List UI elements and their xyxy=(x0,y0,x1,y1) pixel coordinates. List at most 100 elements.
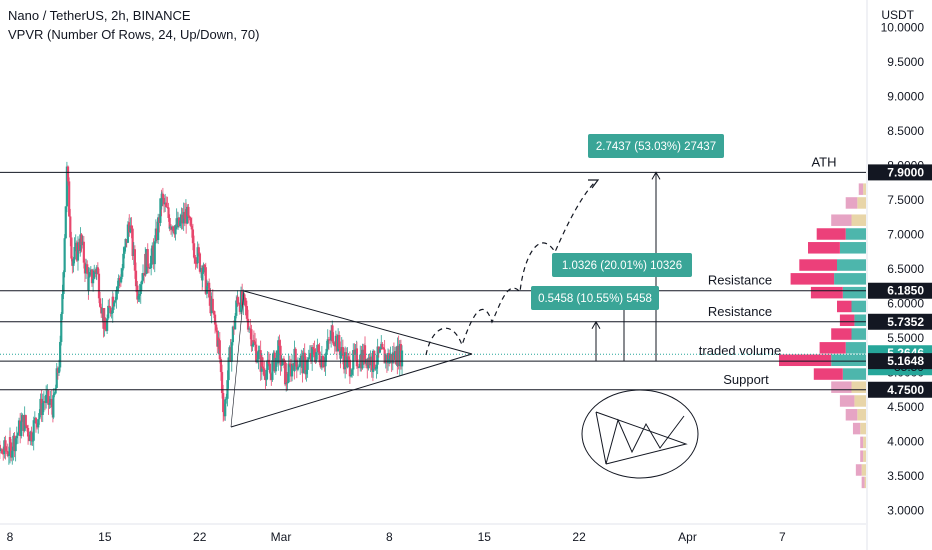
candle-body xyxy=(373,350,376,369)
triangle-lower xyxy=(230,353,473,428)
candle-body xyxy=(45,394,48,403)
candle-body xyxy=(80,234,83,246)
candle-body xyxy=(244,305,247,307)
vp-row-up xyxy=(842,368,866,380)
candle-body xyxy=(75,242,78,261)
candle-body xyxy=(266,359,269,370)
candle-body xyxy=(63,238,66,273)
measure-label: 0.5458 (10.55%) 5458 xyxy=(538,293,652,305)
candle-body xyxy=(393,351,397,360)
price-tag-label: 5.7352 xyxy=(887,315,924,329)
symbol-title[interactable]: Nano / TetherUS, 2h, BINANCE xyxy=(8,8,191,23)
measure-arrowhead xyxy=(591,320,601,330)
indicator-label[interactable]: VPVR (Number Of Rows, 24, Up/Down, 70) xyxy=(8,27,260,42)
candle-body xyxy=(52,395,55,418)
candle-body xyxy=(296,367,300,370)
candle-body xyxy=(260,357,264,367)
candle-body xyxy=(395,351,398,365)
candle-body xyxy=(362,349,365,362)
candle-body xyxy=(131,228,134,256)
candle-body xyxy=(375,364,378,369)
candle-body xyxy=(202,264,205,273)
price-tag xyxy=(868,381,932,398)
vp-row-down xyxy=(831,328,852,340)
candle-body xyxy=(271,360,274,380)
projection-path xyxy=(425,180,597,356)
candle-body xyxy=(297,366,301,368)
candle-body xyxy=(385,355,389,364)
price-axis[interactable]: USDT10.00009.50009.00008.50008.00007.500… xyxy=(866,0,932,550)
candle-body xyxy=(292,363,295,366)
candle-body xyxy=(213,314,217,325)
candle-body xyxy=(337,335,340,352)
measure-box xyxy=(531,286,659,310)
price-tag xyxy=(868,313,932,330)
candle-body xyxy=(327,339,330,341)
candle-body xyxy=(185,209,188,224)
vp-row-down xyxy=(861,476,865,489)
candle-body xyxy=(248,328,251,330)
candle-body xyxy=(113,302,116,307)
candle-body xyxy=(381,343,384,348)
candle-body xyxy=(267,359,270,364)
candle-body xyxy=(290,363,294,377)
candle-body xyxy=(125,239,128,243)
candle-body xyxy=(39,398,42,414)
candle-body xyxy=(379,348,383,350)
candle-body xyxy=(148,268,152,269)
candle-body xyxy=(81,241,84,246)
candle-body xyxy=(252,340,255,346)
candle-body xyxy=(126,224,129,243)
candle-body xyxy=(293,348,296,372)
candle-body xyxy=(319,362,322,368)
candle-body xyxy=(88,272,91,277)
candle-body xyxy=(47,390,50,405)
candle-body xyxy=(386,353,390,364)
candle-body xyxy=(281,358,284,366)
candle-body xyxy=(2,453,5,455)
y-tick-label: 9.0000 xyxy=(887,90,924,104)
candle-body xyxy=(279,345,282,366)
candle-body xyxy=(317,344,320,352)
candle-body xyxy=(283,360,287,385)
candle-body xyxy=(241,291,244,305)
candle-body xyxy=(390,354,393,364)
candle-body xyxy=(370,356,373,371)
pattern-icon xyxy=(595,411,688,465)
candle-body xyxy=(262,366,265,369)
projection-arrowhead xyxy=(588,179,600,189)
candle-body xyxy=(345,352,348,368)
candle-body xyxy=(265,369,268,381)
vp-row-up xyxy=(837,259,866,271)
time-axis[interactable]: 8 15 22 Mar 8 15 22 Apr 7 xyxy=(0,523,866,544)
candle-body xyxy=(389,354,392,359)
candle-body xyxy=(155,228,159,241)
candle-body xyxy=(237,303,240,305)
candle-body xyxy=(396,345,399,367)
candle-body xyxy=(380,343,383,349)
candle-body xyxy=(50,398,53,408)
price-tag xyxy=(868,353,932,370)
candle-body xyxy=(34,417,38,424)
pattern-ellipse xyxy=(581,389,699,479)
y-tick-label: 3.5000 xyxy=(887,469,924,483)
y-tick-label: 9.5000 xyxy=(887,55,924,69)
candle-body xyxy=(378,348,382,353)
candle-body xyxy=(164,202,167,205)
y-tick-label: 5.5000 xyxy=(887,331,924,345)
candle-body xyxy=(315,352,318,362)
candle-body xyxy=(120,276,123,283)
candle-body xyxy=(157,217,160,241)
candle-body xyxy=(215,324,218,331)
candle-body xyxy=(269,372,272,374)
candle-body xyxy=(309,353,313,362)
axis-unit: USDT xyxy=(881,8,914,22)
candle-body xyxy=(130,225,133,229)
candle-body xyxy=(366,358,369,369)
candle-body xyxy=(304,356,307,375)
candle-body xyxy=(31,440,34,442)
measure-label: 1.0326 (20.01%) 10326 xyxy=(562,260,682,272)
vp-row-down xyxy=(813,368,843,380)
candle-body xyxy=(36,423,39,428)
